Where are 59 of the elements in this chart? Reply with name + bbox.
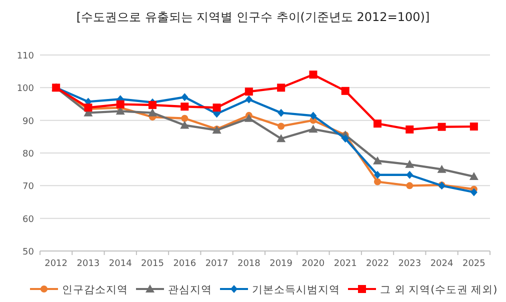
x-tick-label: 2021 <box>334 259 357 269</box>
x-tick-label: 2022 <box>366 259 389 269</box>
x-tick-label: 2025 <box>462 259 486 269</box>
legend-label: 기본소득시범지역 <box>252 284 340 296</box>
point <box>374 120 382 128</box>
point <box>245 95 252 104</box>
y-tick-label: 90 <box>22 116 34 127</box>
point <box>278 108 285 117</box>
x-tick-label: 2017 <box>205 259 228 269</box>
point <box>405 160 414 168</box>
point <box>180 120 190 129</box>
x-tick-label: 2020 <box>302 259 325 269</box>
point <box>469 172 478 180</box>
point <box>148 108 157 116</box>
x-tick-label: 2014 <box>108 259 132 269</box>
point <box>148 100 156 109</box>
point <box>212 104 221 112</box>
point <box>244 88 253 96</box>
point <box>276 134 286 142</box>
y-tick-label: 110 <box>16 52 34 62</box>
point <box>406 125 414 134</box>
y-tick-label: 50 <box>22 248 34 258</box>
point <box>181 114 188 122</box>
legend-label: 그 외 지역(수도권 제외) <box>380 284 498 296</box>
point <box>373 156 382 164</box>
point <box>438 122 446 131</box>
point <box>470 188 478 196</box>
x-tick-label: 2019 <box>270 259 293 269</box>
x-tick-label: 2013 <box>76 259 100 269</box>
x-tick-label: 2024 <box>430 259 454 269</box>
legend-label: 관심지역 <box>168 284 212 296</box>
point <box>181 93 188 102</box>
point <box>374 178 381 186</box>
point <box>470 122 478 131</box>
point <box>341 86 350 95</box>
point <box>278 122 285 130</box>
chart-title: [수도권으로 유출되는 지역별 인구수 추이(기준년도 2012=100)] <box>76 10 430 24</box>
point <box>310 112 317 120</box>
y-tick-label: 70 <box>22 182 34 192</box>
y-tick-label: 60 <box>22 214 34 225</box>
point <box>342 134 349 143</box>
point <box>180 102 189 111</box>
x-tick-label: 2018 <box>237 259 261 269</box>
point <box>406 170 414 179</box>
point <box>437 164 446 173</box>
x-tick-label: 2015 <box>141 259 164 269</box>
x-tick-label: 2012 <box>44 259 68 269</box>
point <box>277 84 286 92</box>
x-tick-label: 2016 <box>173 259 196 269</box>
point <box>244 114 254 122</box>
y-tick-label: 100 <box>16 84 34 94</box>
point <box>116 100 124 108</box>
legend-label: 인구감소지역 <box>62 284 128 296</box>
point <box>308 124 318 133</box>
y-tick-label: 80 <box>22 150 34 160</box>
point <box>406 182 414 190</box>
point <box>374 170 381 179</box>
point <box>309 70 318 79</box>
x-tick-label: 2023 <box>398 259 422 269</box>
